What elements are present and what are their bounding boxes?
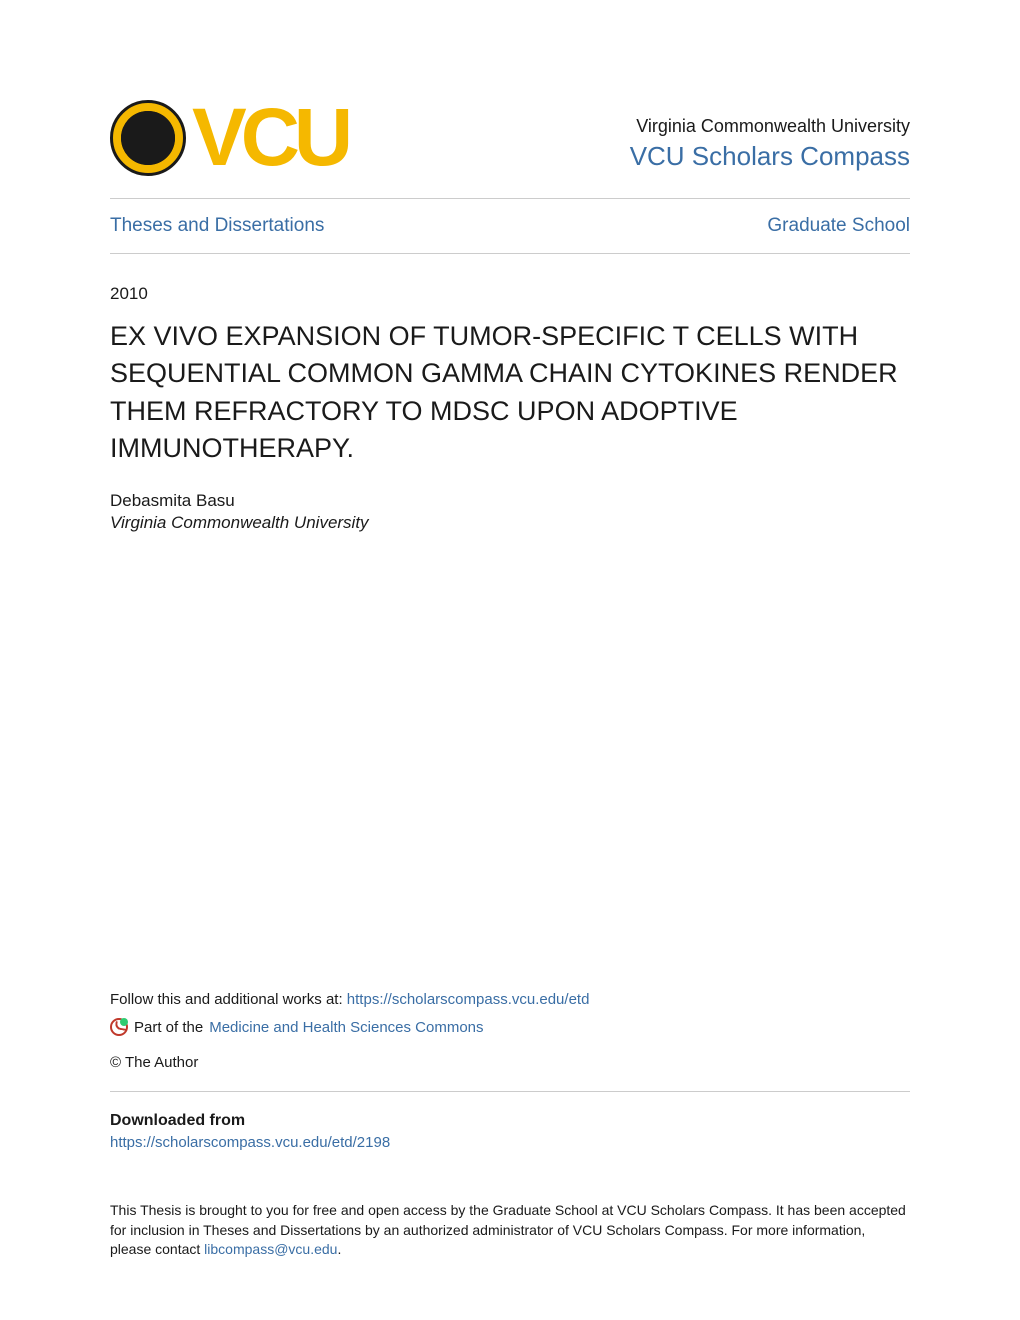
logo-block: VCU: [110, 100, 347, 176]
university-name: Virginia Commonwealth University: [630, 116, 910, 137]
publication-year: 2010: [110, 284, 910, 304]
commons-link[interactable]: Medicine and Health Sciences Commons: [209, 1019, 483, 1036]
header-row: VCU Virginia Commonwealth University VCU…: [110, 100, 910, 199]
author-affiliation: Virginia Commonwealth University: [110, 513, 910, 533]
breadcrumb-row: Theses and Dissertations Graduate School: [110, 199, 910, 254]
follow-url-link[interactable]: https://scholarscompass.vcu.edu/etd: [347, 991, 590, 1008]
seal-pillars-icon: [131, 125, 165, 151]
commons-row: Part of the Medicine and Health Sciences…: [110, 1018, 910, 1036]
seal-inner: [121, 111, 175, 165]
footer-text: This Thesis is brought to you for free a…: [110, 1201, 910, 1260]
author-name: Debasmita Basu: [110, 491, 910, 511]
collection-link[interactable]: Theses and Dissertations: [110, 215, 324, 237]
university-seal-icon: [110, 100, 186, 176]
commons-network-icon: [110, 1018, 128, 1036]
footer-text-2: .: [337, 1241, 341, 1257]
contact-email-link[interactable]: libcompass@vcu.edu: [204, 1241, 337, 1257]
vcu-wordmark: VCU: [192, 105, 347, 171]
follow-line: Follow this and additional works at: htt…: [110, 991, 910, 1008]
follow-prefix: Follow this and additional works at:: [110, 991, 347, 1008]
downloaded-url-link[interactable]: https://scholarscompass.vcu.edu/etd/2198: [110, 1134, 910, 1151]
page-container: VCU Virginia Commonwealth University VCU…: [0, 0, 1020, 1320]
repository-name-link[interactable]: VCU Scholars Compass: [630, 141, 910, 171]
downloaded-from-heading: Downloaded from: [110, 1112, 910, 1130]
department-link[interactable]: Graduate School: [767, 215, 910, 237]
record-title: EX VIVO EXPANSION OF TUMOR-SPECIFIC T CE…: [110, 318, 910, 467]
copyright-line: © The Author: [110, 1054, 910, 1092]
commons-prefix: Part of the: [134, 1019, 203, 1036]
header-right: Virginia Commonwealth University VCU Sch…: [630, 116, 910, 176]
content-spacer: [110, 533, 910, 991]
